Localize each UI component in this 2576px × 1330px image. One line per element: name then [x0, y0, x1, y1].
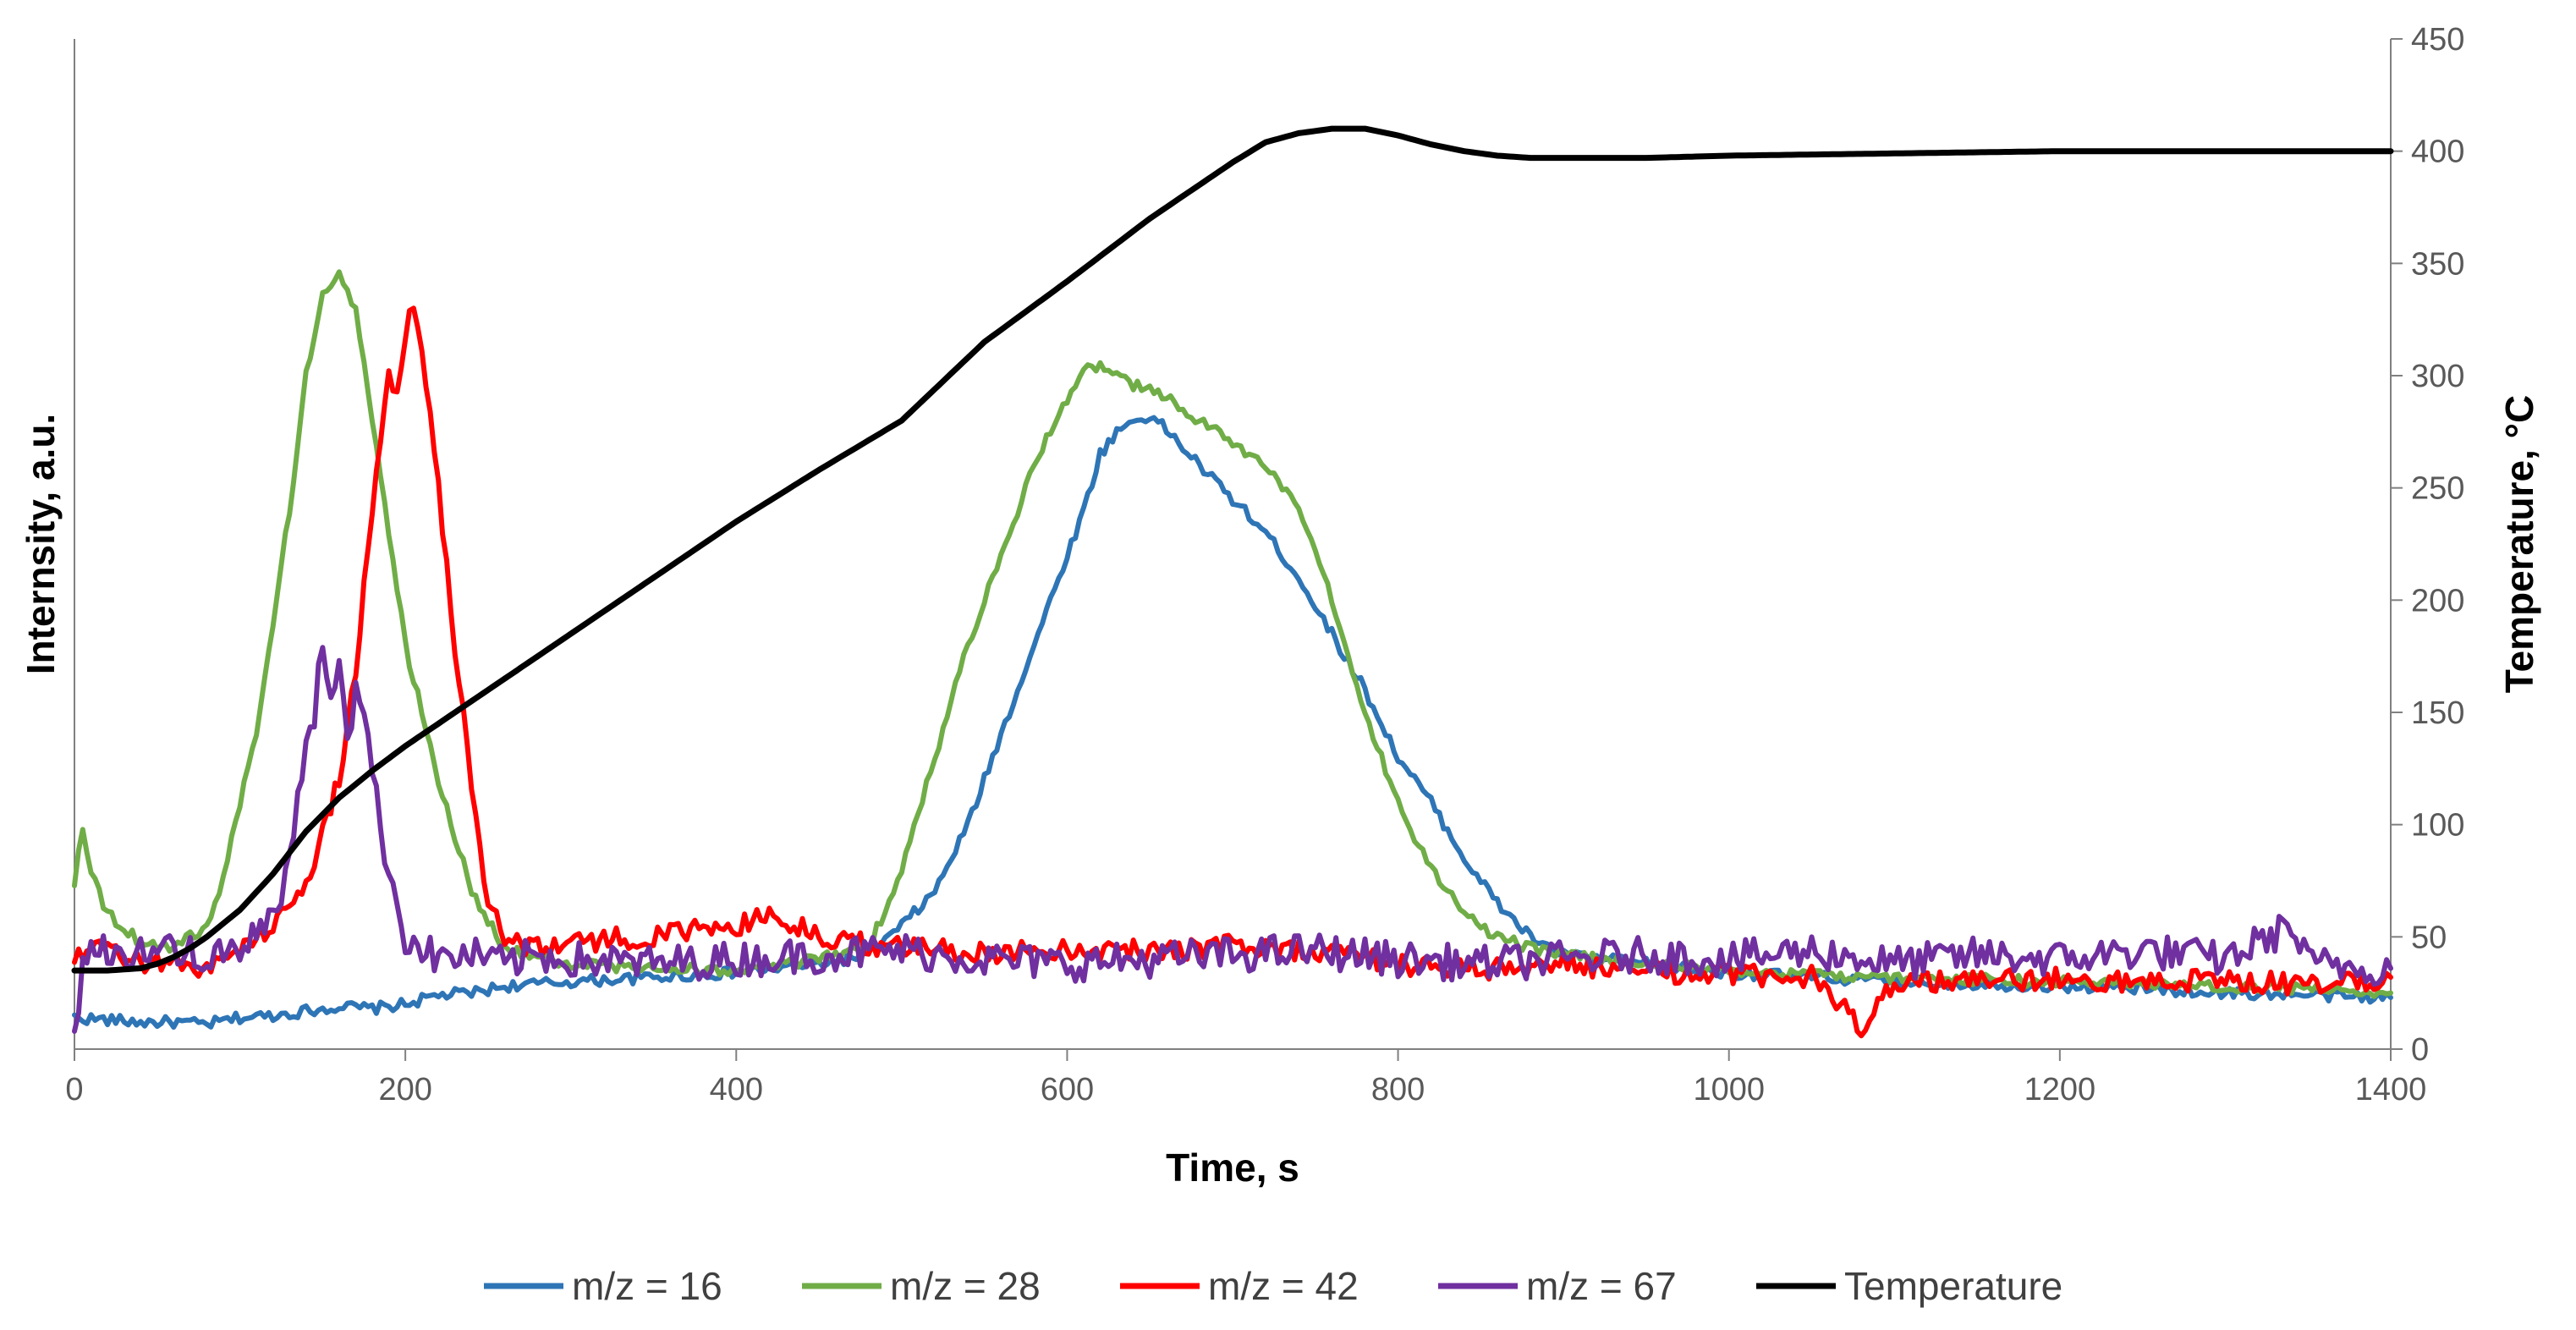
y2-tick-label: 200 [2411, 583, 2464, 618]
x-axis-ticks: 0 200 400 600 800 1000 1200 1400 [65, 1049, 2426, 1107]
plot-area: 0 200 400 600 800 1000 1200 1400 0 50 100 150 200 25… [65, 22, 2464, 1107]
legend-label: m/z = 42 [1208, 1264, 1359, 1308]
y2-tick-label: 250 [2411, 471, 2464, 507]
right-axis-ticks: 0 50 100 150 200 250 300 350 400 450 [2391, 22, 2464, 1068]
x-tick-label: 1200 [2024, 1072, 2096, 1107]
series-line-m-z-67 [72, 645, 2393, 1034]
series-lines [71, 125, 2394, 1039]
series-line-m-z-28 [72, 269, 2393, 999]
y2-tick-label: 0 [2411, 1032, 2429, 1068]
x-tick-label: 1400 [2355, 1072, 2427, 1107]
x-axis-title: Time, s [1166, 1146, 1299, 1190]
y-axis-title: Internsity, a.u. [19, 414, 63, 674]
series-line-m-z-16 [72, 415, 2393, 1030]
y2-tick-label: 450 [2411, 22, 2464, 58]
legend-label: m/z = 28 [890, 1264, 1041, 1308]
x-tick-label: 0 [65, 1072, 83, 1107]
series-line-temperature [71, 125, 2394, 974]
y2-tick-label: 150 [2411, 695, 2464, 731]
legend-label: m/z = 67 [1526, 1264, 1677, 1308]
legend-label: m/z = 16 [572, 1264, 722, 1308]
legend-label: Temperature [1844, 1264, 2062, 1308]
x-tick-label: 200 [378, 1072, 431, 1107]
y2-tick-label: 50 [2411, 920, 2447, 955]
x-tick-label: 1000 [1693, 1072, 1765, 1107]
y2-tick-label: 400 [2411, 135, 2464, 170]
y2-tick-label: 300 [2411, 359, 2464, 394]
y2-axis-title: Temperature, °C [2497, 395, 2541, 693]
x-tick-label: 400 [710, 1072, 763, 1107]
series-line-m-z-42 [72, 305, 2393, 1039]
y2-tick-label: 350 [2411, 246, 2464, 282]
y2-tick-label: 100 [2411, 808, 2464, 844]
x-tick-label: 800 [1371, 1072, 1425, 1107]
x-tick-label: 600 [1041, 1072, 1094, 1107]
legend: m/z = 16 m/z = 28 m/z = 42 m/z = 67 Temperat… [484, 1264, 2062, 1308]
